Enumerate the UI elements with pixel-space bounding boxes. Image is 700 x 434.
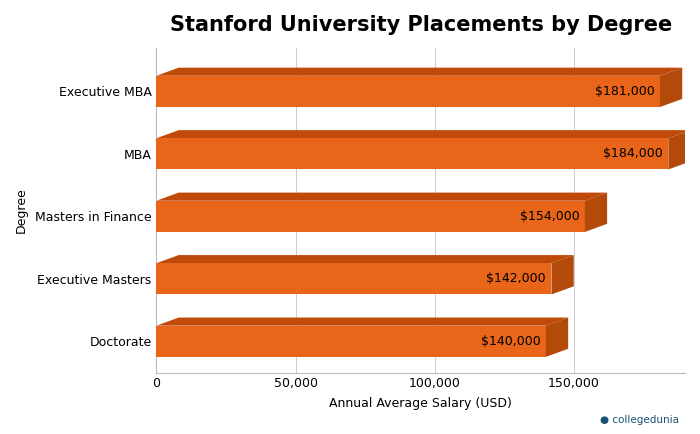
- Polygon shape: [585, 193, 607, 232]
- Polygon shape: [156, 130, 691, 138]
- Bar: [156, 201, 585, 232]
- Polygon shape: [546, 318, 568, 357]
- Bar: [156, 326, 546, 357]
- Text: $140,000: $140,000: [481, 335, 540, 348]
- Text: $181,000: $181,000: [594, 85, 654, 98]
- X-axis label: Annual Average Salary (USD): Annual Average Salary (USD): [329, 397, 512, 410]
- Bar: [156, 76, 660, 107]
- Bar: [156, 263, 552, 294]
- Polygon shape: [156, 318, 568, 326]
- Text: $184,000: $184,000: [603, 148, 663, 161]
- Text: ● collegedunia: ● collegedunia: [600, 415, 679, 425]
- Y-axis label: Degree: Degree: [15, 187, 28, 233]
- Polygon shape: [156, 255, 574, 263]
- Polygon shape: [668, 130, 691, 170]
- Text: $142,000: $142,000: [486, 272, 546, 285]
- Bar: [156, 138, 668, 170]
- Polygon shape: [156, 193, 607, 201]
- Title: Stanford University Placements by Degree: Stanford University Placements by Degree: [169, 15, 672, 35]
- Polygon shape: [552, 255, 574, 294]
- Text: $154,000: $154,000: [519, 210, 580, 223]
- Polygon shape: [156, 68, 682, 76]
- Polygon shape: [660, 68, 682, 107]
